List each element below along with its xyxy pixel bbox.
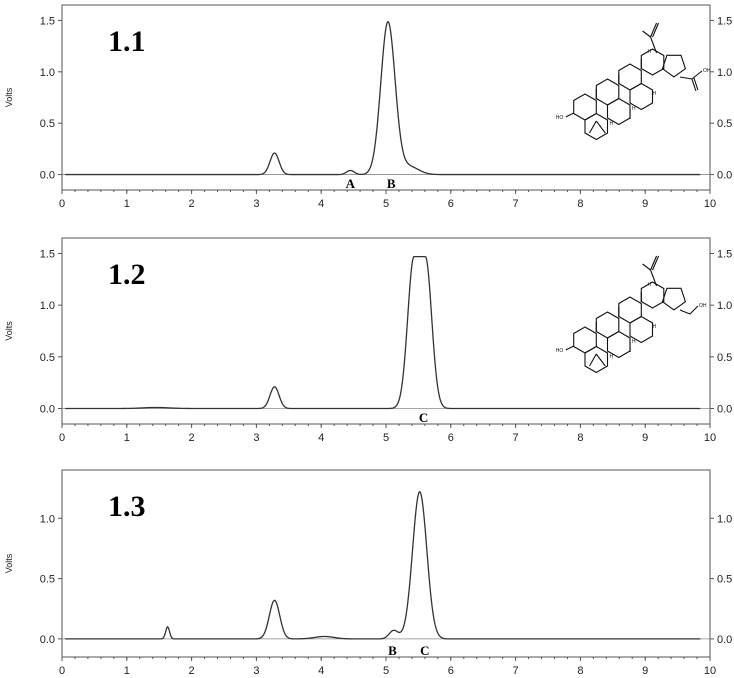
x-tick-label: 3 (253, 665, 259, 677)
x-tick-label: 0 (59, 665, 65, 677)
hydrogen-label: H (632, 339, 636, 345)
chromatogram-trace (65, 21, 701, 176)
y-axis-label: Volts (4, 321, 14, 341)
y-tick-label-left: 0.0 (40, 634, 55, 646)
x-tick-label: 8 (577, 665, 583, 677)
chromatogram-panel-3: 0 1 2 3 4 5 6 7 8 9 10 0.0 0.0 0.5 0.5 1.0 1.0 Volts 1.3 B C (4, 469, 732, 677)
x-tick-label: 1 (124, 198, 130, 210)
y-tick-label-right: 1.0 (717, 513, 732, 525)
x-tick-label: 9 (642, 432, 648, 444)
y-tick-label-left: 0.5 (40, 352, 55, 364)
y-tick-label-left: 1.5 (40, 15, 55, 27)
peak-label-b: B (387, 176, 396, 191)
x-tick-label: 5 (383, 198, 389, 210)
hydrogen-label: H (648, 282, 652, 288)
y-tick-label-left: 0.5 (40, 574, 55, 586)
y-tick-label-right: 0.5 (717, 118, 732, 130)
y-tick-label-right: 0.0 (717, 170, 732, 182)
hydroxyl-label: HO (556, 348, 564, 354)
molecule-structure: OH HO H H H H (556, 22, 711, 141)
y-tick-label-left: 1.0 (40, 67, 55, 79)
y-tick-label-left: 0.0 (40, 404, 55, 416)
hydrogen-label: H (632, 106, 636, 112)
alcohol-oh-label: OH (699, 303, 707, 309)
y-tick-label-left: 1.0 (40, 300, 55, 312)
y-tick-label-left: 0.5 (40, 118, 55, 130)
x-tick-label: 7 (513, 432, 519, 444)
y-tick-label-left: 0.0 (40, 170, 55, 182)
hydrogen-label: H (653, 324, 657, 330)
y-axis-label: Volts (4, 553, 14, 573)
x-tick-label: 8 (577, 432, 583, 444)
x-tick-label: 6 (448, 665, 454, 677)
x-tick-label: 5 (383, 665, 389, 677)
x-tick-label: 6 (448, 432, 454, 444)
plot-frame (61, 237, 711, 425)
x-tick-label: 7 (513, 198, 519, 210)
x-tick-label: 6 (448, 198, 454, 210)
peak-label-b: B (388, 643, 397, 658)
x-tick-label: 2 (189, 432, 195, 444)
y-tick-label-right: 1.5 (717, 249, 732, 261)
x-tick-label: 2 (189, 665, 195, 677)
plot-frame (61, 4, 711, 191)
y-tick-label-right: 0.0 (717, 404, 732, 416)
peak-label-c: C (420, 643, 429, 658)
hydrogen-label: H (610, 354, 614, 360)
x-tick-label: 5 (383, 432, 389, 444)
y-tick-label-left: 1.5 (40, 249, 55, 261)
chromatogram-panel-2: 0 1 2 3 4 5 6 7 8 9 10 0.0 0.0 0.5 0.5 1.0 1.0 1.5 1.5 Volt… (4, 237, 732, 444)
molecule-structure: OH HO H H H H (556, 255, 707, 374)
x-tick-label: 0 (59, 432, 65, 444)
y-axis-label: Volts (4, 87, 14, 107)
x-tick-label: 4 (318, 198, 324, 210)
x-tick-label: 3 (253, 198, 259, 210)
hydrogen-label: H (653, 91, 657, 97)
chromatogram-panel-1: 0 1 2 3 4 5 6 7 8 9 10 0.0 0.0 0.5 0.5 1.0 1.0 1.5 1.5 Volt… (4, 4, 732, 210)
panel-label: 1.1 (108, 25, 146, 58)
y-tick-label-right: 0.0 (717, 634, 732, 646)
x-tick-label: 0 (59, 198, 65, 210)
x-tick-label: 9 (642, 198, 648, 210)
acid-oh-label: OH (703, 68, 711, 74)
x-tick-label: 4 (318, 665, 324, 677)
y-tick-label-right: 1.0 (717, 300, 732, 312)
x-tick-label: 7 (513, 665, 519, 677)
panel-label: 1.3 (108, 490, 146, 523)
y-tick-label-right: 0.5 (717, 574, 732, 586)
y-tick-label-right: 0.5 (717, 352, 732, 364)
x-tick-label: 9 (642, 665, 648, 677)
peak-label-a: A (346, 176, 356, 191)
plot-frame (61, 469, 711, 658)
x-tick-label: 1 (124, 432, 130, 444)
hydrogen-label: H (648, 49, 652, 55)
y-tick-label-right: 1.0 (717, 67, 732, 79)
chromatogram-trace (65, 491, 701, 640)
peak-label-c: C (419, 410, 428, 425)
x-tick-label: 10 (704, 432, 716, 444)
x-tick-label: 2 (189, 198, 195, 210)
x-tick-label: 10 (704, 665, 716, 677)
x-tick-label: 1 (124, 665, 130, 677)
panel-label: 1.2 (108, 258, 146, 291)
hydrogen-label: H (610, 121, 614, 127)
x-tick-label: 10 (704, 198, 716, 210)
y-tick-label-left: 1.0 (40, 513, 55, 525)
x-tick-label: 8 (577, 198, 583, 210)
x-tick-label: 4 (318, 432, 324, 444)
hydroxyl-label: HO (556, 115, 564, 121)
chromatogram-trace (65, 255, 701, 410)
x-tick-label: 3 (253, 432, 259, 444)
y-tick-label-right: 1.5 (717, 15, 732, 27)
